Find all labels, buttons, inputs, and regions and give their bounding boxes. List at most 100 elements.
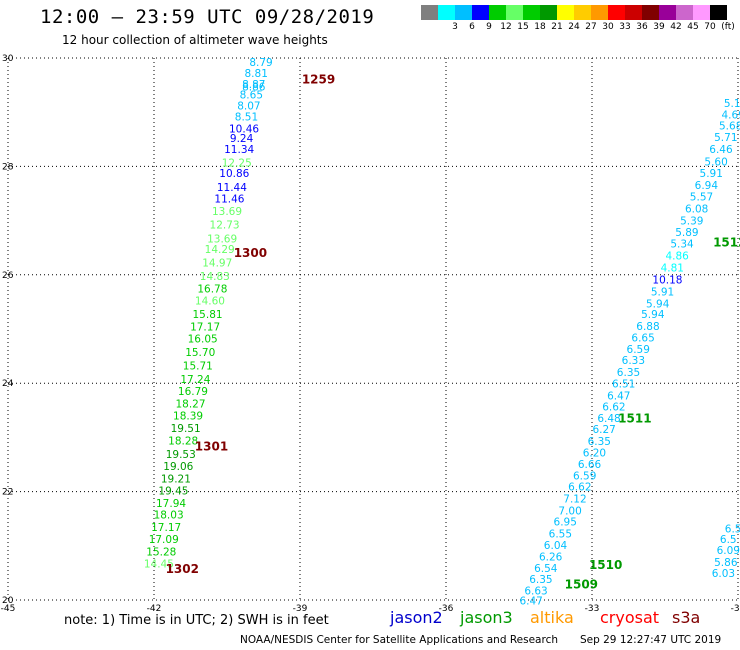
lat-tick-label: 26: [2, 271, 14, 281]
legend-swatch: [693, 5, 710, 20]
wave-height-value: 6.55: [549, 529, 572, 541]
wave-height-value: 9.24: [230, 133, 254, 145]
wave-height-value: 6.47: [607, 390, 630, 402]
wave-height-value: 12.73: [210, 220, 240, 232]
wave-height-value: 6.5: [720, 534, 737, 546]
wave-height-value: 6.47: [519, 595, 542, 607]
wave-height-value: 14.97: [202, 258, 232, 270]
wave-height-value: 15.70: [185, 347, 215, 359]
wave-height-value: 11.34: [224, 144, 254, 156]
lon-tick-label: -42: [147, 604, 162, 614]
lat-tick-label: 24: [2, 379, 14, 389]
pass-time-label: 1509: [565, 577, 598, 591]
wave-height-value: 14.29: [205, 244, 235, 256]
wave-height-value: 5.71: [714, 132, 737, 144]
legend-altika: altika: [530, 608, 574, 627]
legend-swatch: [489, 5, 506, 20]
wave-height-value: 7.00: [558, 505, 581, 517]
wave-height-value: 15.81: [193, 309, 223, 321]
lat-tick-label: 22: [2, 488, 13, 498]
pass-time-label: 1301: [195, 440, 228, 454]
wave-height-value: 4.69: [721, 110, 740, 122]
wave-height-value: 11.46: [214, 194, 244, 206]
wave-height-value: 6.48: [597, 413, 620, 425]
wave-height-value: 6.62: [602, 401, 625, 413]
legend-label: 15: [517, 22, 529, 32]
legend-s3a: s3a: [672, 608, 701, 627]
legend-jason3: jason3: [460, 608, 513, 627]
wave-height-value: 5.57: [690, 192, 713, 204]
legend-jason2: jason2: [390, 608, 443, 627]
wave-height-value: 6.54: [534, 563, 558, 575]
color-legend: 3 6 9 12 15 18 21 24 27 30 33 36 39 42 45 70 (ft): [421, 5, 740, 34]
wave-height-value: 5.39: [680, 215, 703, 227]
wave-height-value: 18.39: [173, 411, 203, 423]
wave-height-value: 8.87: [242, 79, 265, 91]
wave-height-value: 6.59: [573, 471, 596, 483]
wave-height-value: 5.94: [646, 298, 670, 310]
wave-height-value: 8.07: [237, 100, 260, 112]
wave-height-value: 17.09: [149, 534, 179, 546]
wave-height-value: 8.65: [240, 90, 263, 102]
legend-label: 45: [687, 22, 699, 32]
wave-height-value: 6.35: [529, 574, 552, 586]
lon-tick-label: -39: [293, 604, 308, 614]
wave-height-value: 5.60: [704, 156, 727, 168]
legend-label: 39: [653, 22, 665, 32]
wave-height-value: 13.69: [207, 233, 237, 245]
lon-tick-label: -33: [585, 604, 600, 614]
wave-height-value: 6.27: [592, 424, 615, 436]
pass-time-label: 1302: [166, 562, 199, 576]
legend-label: 30: [602, 22, 614, 32]
legend-label: 18: [534, 22, 546, 32]
legend-label: 24: [568, 22, 580, 32]
wave-height-value: 8.51: [235, 111, 258, 123]
legend-label: 21: [551, 22, 563, 32]
wave-height-value: 10.18: [652, 274, 682, 286]
legend-label: 9: [486, 22, 492, 32]
legend-swatch: [421, 5, 438, 20]
pass-time-label: 1300: [234, 246, 267, 260]
legend-swatch: [540, 5, 557, 20]
wave-height-value: 14.83: [200, 271, 230, 283]
wave-height-value: 19.06: [163, 461, 193, 473]
legend-swatch: [625, 5, 642, 20]
wave-height-value: 6.62: [568, 482, 591, 494]
legend-unit: (ft): [721, 22, 735, 32]
wave-height-value: 6.5: [725, 523, 740, 535]
wave-height-value: 6.88: [636, 321, 659, 333]
wave-height-value: 4.86: [665, 251, 689, 263]
footnote: note: 1) Time is in UTC; 2) SWH is in fe…: [64, 613, 329, 628]
wave-height-value: 6.20: [583, 447, 606, 459]
wave-height-value: 6.66: [578, 459, 602, 471]
pass-time-label: 1512: [713, 235, 740, 249]
wave-height-value: 6.63: [524, 586, 547, 598]
wave-height-value: 5.86: [714, 557, 738, 569]
lon-tick-label: -36: [439, 604, 454, 614]
legend-swatch: [438, 5, 455, 20]
legend-swatch: [574, 5, 591, 20]
pass-time-label: 1511: [618, 411, 651, 425]
legend-swatch: [659, 5, 676, 20]
wave-height-value: 5.89: [675, 227, 698, 239]
wave-height-value: 16.78: [197, 284, 227, 296]
legend-swatch: [455, 5, 472, 20]
wave-height-value: 14.45: [144, 558, 174, 570]
wave-height-value: 12.25: [222, 157, 252, 169]
wave-height-value: 6.94: [695, 180, 719, 192]
wave-height-value: 5.68: [719, 121, 740, 133]
wave-height-value: 6.33: [622, 355, 645, 367]
wave-height-value: 6.26: [539, 551, 563, 563]
lon-tick-label: -45: [1, 604, 16, 614]
wave-height-value: 8.86: [242, 82, 266, 94]
wave-height-value: 6.03: [712, 568, 735, 580]
generated-timestamp: Sep 29 12:27:47 UTC 2019: [580, 634, 722, 646]
wave-height-value: 6.59: [627, 344, 650, 356]
legend-swatch: [506, 5, 523, 20]
wave-height-value: 13.69: [212, 206, 242, 218]
legend-cryosat: cryosat: [600, 608, 660, 627]
wave-height-value: 18.28: [168, 435, 198, 447]
credit-line: NOAA/NESDIS Center for Satellite Applica…: [240, 634, 558, 646]
wave-height-value: 6.08: [685, 203, 708, 215]
